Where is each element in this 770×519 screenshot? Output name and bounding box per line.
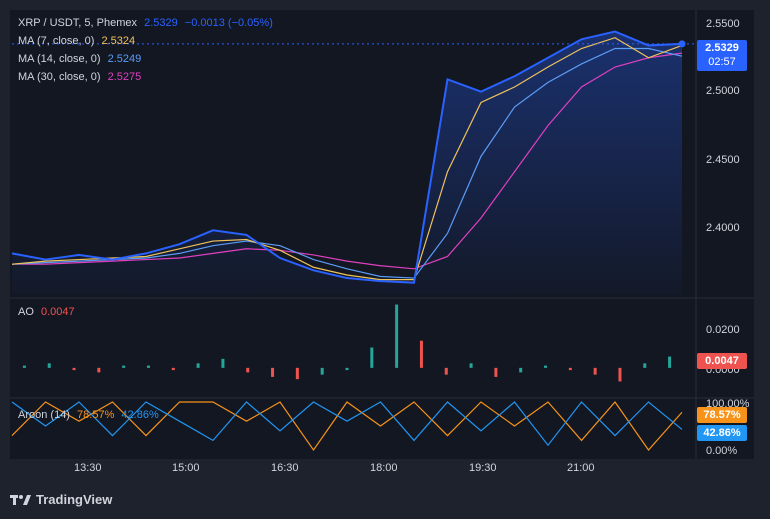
aroon-label: Aroon (14) [18, 409, 70, 421]
last-price: 2.5329 [144, 17, 178, 29]
symbol-title[interactable]: XRP / USDT, 5, Phemex [18, 17, 138, 29]
ma30-legend[interactable]: MA (30, close, 0) 2.5275 [18, 70, 145, 84]
last-price-badge: 2.5329 02:57 [697, 40, 747, 71]
ma7-value: 2.5324 [101, 35, 136, 47]
time-tick: 16:30 [271, 462, 299, 474]
price-line [11, 30, 683, 284]
ma30-value: 2.5275 [107, 71, 142, 83]
aroon-down-line [11, 401, 683, 447]
ma14-line [11, 47, 683, 279]
time-tick: 15:00 [172, 462, 200, 474]
time-tick: 19:30 [469, 462, 497, 474]
ao-value-badge: 0.0047 [697, 353, 747, 369]
ma14-label: MA (14, close, 0) [18, 53, 101, 65]
time-tick: 13:30 [74, 462, 102, 474]
brand-name: TradingView [36, 492, 113, 507]
ao-label: AO [18, 306, 34, 318]
aroon-legend[interactable]: Aroon (14) 78.57% 42.86% [18, 408, 163, 422]
ma7-label: MA (7, close, 0) [18, 35, 95, 47]
aroon-up-value: 78.57% [77, 409, 115, 421]
ma14-value: 2.5249 [107, 53, 142, 65]
ao-tick: 0.0200 [706, 324, 740, 336]
price-area-fill [12, 31, 682, 296]
badge-price: 2.5329 [705, 42, 739, 54]
tradingview-logo[interactable]: TradingView [10, 492, 112, 507]
price-tick: 2.4000 [706, 222, 740, 234]
ma7-legend[interactable]: MA (7, close, 0) 2.5324 [18, 34, 139, 48]
price-tick: 2.5500 [706, 18, 740, 30]
symbol-legend: XRP / USDT, 5, Phemex 2.5329 −0.0013 (−0… [18, 16, 277, 30]
aroon-tick: 0.00% [706, 445, 738, 457]
last-price-dot [678, 40, 686, 48]
ao-value: 0.0047 [40, 306, 75, 318]
ma30-label: MA (30, close, 0) [18, 71, 101, 83]
ao-legend[interactable]: AO 0.0047 [18, 305, 79, 319]
time-tick: 18:00 [370, 462, 398, 474]
aroon-up-badge: 78.57% [697, 407, 747, 423]
price-tick: 2.4500 [706, 154, 740, 166]
aroon-up-line [11, 401, 683, 452]
aroon-down-badge: 42.86% [697, 425, 747, 441]
price-change: −0.0013 (−0.05%) [184, 17, 273, 29]
price-tick: 2.5000 [706, 85, 740, 97]
ma14-legend[interactable]: MA (14, close, 0) 2.5249 [18, 52, 145, 66]
badge-countdown: 02:57 [708, 56, 736, 68]
tradingview-icon [10, 494, 31, 505]
ma30-line [12, 52, 683, 270]
time-tick: 21:00 [567, 462, 595, 474]
aroon-down-value: 42.86% [121, 409, 159, 421]
